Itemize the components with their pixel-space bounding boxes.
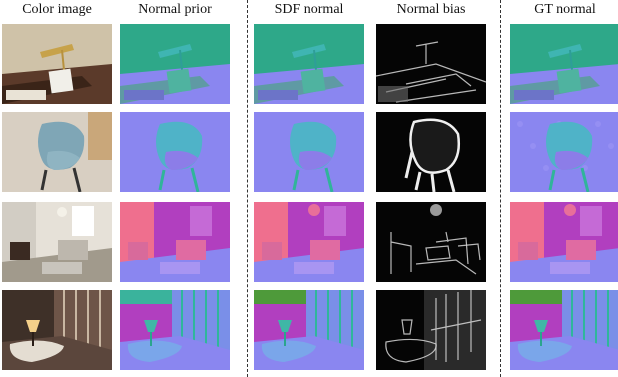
column-header-4: Normal bias <box>396 2 466 17</box>
image-chair-close-gt <box>510 112 618 192</box>
dashed-divider-2 <box>500 0 501 377</box>
image-living-room-color <box>2 202 112 282</box>
image-chair-close-prior <box>120 112 230 192</box>
image-piano-room-color <box>2 24 112 104</box>
image-piano-room-gt <box>510 24 618 104</box>
image-living-room-gt <box>510 202 618 282</box>
image-stair-room-prior <box>120 290 230 370</box>
image-stair-room-color <box>2 290 112 370</box>
image-chair-close-bias <box>376 112 486 192</box>
image-stair-room-sdf <box>254 290 364 370</box>
image-piano-room-bias <box>376 24 486 104</box>
image-living-room-bias <box>376 202 486 282</box>
image-piano-room-prior <box>120 24 230 104</box>
image-chair-close-sdf <box>254 112 364 192</box>
image-piano-room-sdf <box>254 24 364 104</box>
column-header-5: GT normal <box>534 2 596 17</box>
image-living-room-prior <box>120 202 230 282</box>
image-stair-room-gt <box>510 290 618 370</box>
column-header-2: Normal prior <box>138 2 212 17</box>
image-chair-close-color <box>2 112 112 192</box>
dashed-divider-1 <box>247 0 248 377</box>
image-stair-room-bias <box>376 290 486 370</box>
column-header-1: Color image <box>22 2 92 17</box>
image-living-room-sdf <box>254 202 364 282</box>
column-header-3: SDF normal <box>274 2 344 17</box>
